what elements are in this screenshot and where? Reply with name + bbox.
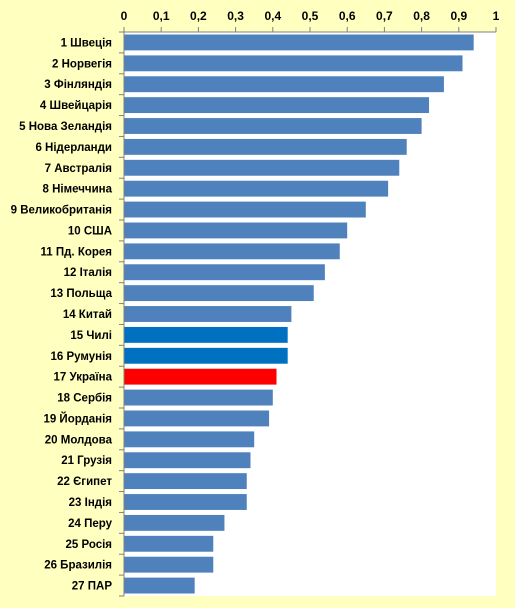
x-tick-label: 0,6 bbox=[339, 9, 356, 23]
bar bbox=[124, 264, 325, 281]
bar bbox=[124, 76, 444, 93]
category-label: 19 Йорданія bbox=[43, 412, 112, 425]
category-label: 6 Нідерланди bbox=[35, 142, 112, 154]
category-label: 2 Норвегія bbox=[52, 58, 112, 70]
bar bbox=[124, 55, 463, 72]
category-label: 24 Перу bbox=[68, 518, 113, 530]
category-label: 21 Грузія bbox=[61, 455, 112, 467]
category-label: 18 Сербія bbox=[57, 393, 112, 405]
bar bbox=[124, 347, 288, 364]
bar bbox=[124, 326, 288, 343]
category-label: 1 Швеція bbox=[61, 37, 112, 49]
bar bbox=[124, 285, 314, 302]
bar bbox=[124, 410, 270, 427]
bar bbox=[124, 473, 247, 490]
category-label: 16 Румунія bbox=[50, 351, 112, 363]
bar bbox=[124, 138, 407, 155]
category-label: 26 Бразилія bbox=[44, 560, 112, 572]
bar bbox=[124, 431, 255, 448]
category-label: 14 Китай bbox=[63, 309, 112, 321]
bar bbox=[124, 306, 292, 322]
bar bbox=[124, 494, 247, 510]
bar bbox=[124, 368, 277, 385]
category-label: 7 Австралія bbox=[45, 163, 112, 175]
bar bbox=[124, 556, 214, 573]
bar bbox=[124, 222, 348, 239]
category-label: 13 Польща bbox=[50, 288, 112, 300]
category-label: 9 Великобританія bbox=[11, 205, 112, 217]
bar bbox=[124, 535, 214, 552]
x-tick-label: 0,7 bbox=[376, 9, 393, 23]
x-tick-label: 1 bbox=[493, 9, 500, 23]
bar bbox=[124, 514, 225, 531]
category-label: 25 Росія bbox=[65, 539, 112, 551]
x-tick-label: 0,9 bbox=[450, 9, 467, 23]
bar bbox=[124, 118, 422, 134]
bar bbox=[124, 243, 340, 260]
x-tick-label: 0,3 bbox=[227, 9, 244, 23]
category-label: 12 Італія bbox=[64, 267, 112, 279]
category-label: 23 Індія bbox=[69, 497, 112, 509]
bar bbox=[124, 201, 366, 218]
category-label: 4 Швейцарія bbox=[40, 100, 112, 112]
category-label: 20 Молдова bbox=[45, 434, 113, 446]
category-label: 22 Єгипет bbox=[57, 476, 112, 488]
category-label: 27 ПАР bbox=[72, 581, 113, 593]
category-label: 17 Україна bbox=[54, 372, 113, 384]
category-label: 10 США bbox=[68, 225, 112, 237]
bar bbox=[124, 159, 400, 176]
bar bbox=[124, 97, 430, 114]
category-label: 5 Нова Зеландія bbox=[19, 121, 112, 133]
x-tick-label: 0,4 bbox=[264, 9, 281, 23]
x-tick-label: 0,8 bbox=[413, 9, 430, 23]
bar bbox=[124, 577, 195, 594]
bar bbox=[124, 389, 273, 406]
x-tick-label: 0,2 bbox=[190, 9, 207, 23]
x-tick-label: 0,5 bbox=[302, 9, 319, 23]
category-label: 11 Пд. Корея bbox=[41, 246, 112, 258]
category-label: 15 Чилі bbox=[70, 330, 112, 342]
bar bbox=[124, 452, 251, 469]
bar bbox=[124, 34, 474, 51]
category-label: 3 Фінляндія bbox=[44, 79, 112, 91]
x-tick-label: 0 bbox=[121, 9, 128, 23]
category-label: 8 Німеччина bbox=[43, 184, 113, 196]
bar bbox=[124, 180, 389, 197]
x-tick-label: 0,1 bbox=[153, 9, 170, 23]
